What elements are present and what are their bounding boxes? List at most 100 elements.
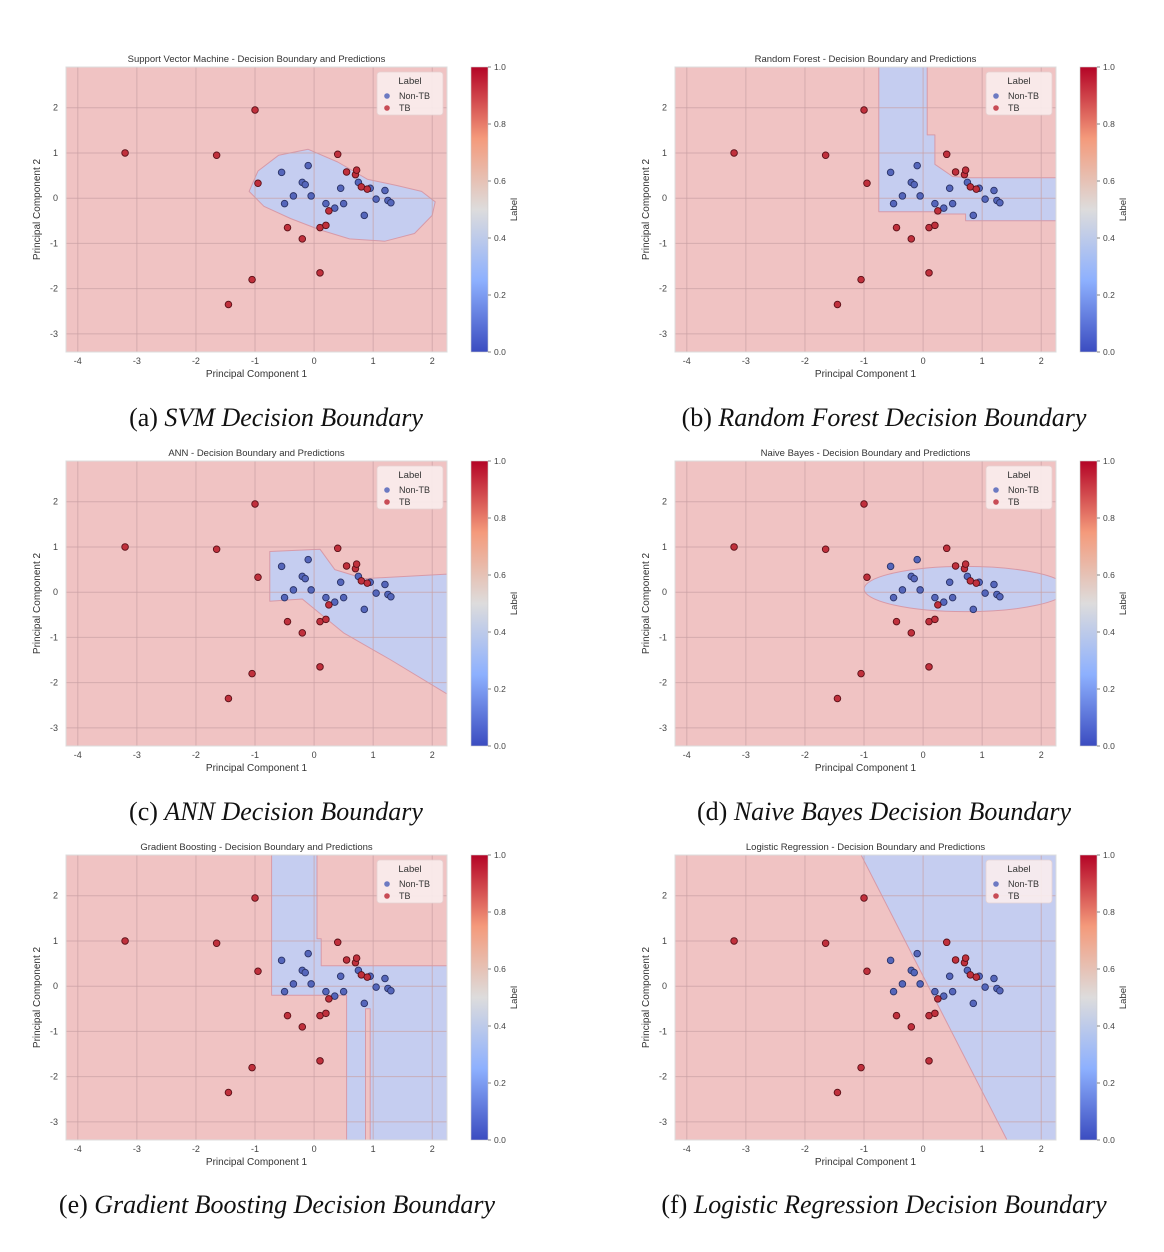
chart-b-xtick-label: 2 — [1039, 356, 1044, 366]
chart-a-point-non-tb — [304, 161, 312, 170]
chart-b-legend-entry-tb: TB — [1008, 103, 1020, 113]
chart-b-ytick-label: 1 — [662, 148, 667, 158]
chart-a-point-non-tb — [387, 198, 395, 207]
chart-b-point-tb — [934, 207, 942, 215]
chart-c-ytick-label: 1 — [53, 542, 58, 552]
chart-f-xtick-label: 2 — [1039, 1144, 1044, 1154]
chart-d-xtick-label: 2 — [1039, 750, 1044, 760]
chart-b-colorbar-tick-label: 0.8 — [1103, 119, 1115, 129]
chart-e-point-tb — [363, 973, 372, 981]
chart-a-ytick-label: 0 — [53, 193, 58, 203]
chart-f-frame — [674, 854, 1057, 1141]
chart-a-point-non-tb — [289, 192, 298, 200]
caption-b: (b) Random Forest Decision Boundary — [604, 403, 1164, 433]
chart-f-point-non-tb — [969, 999, 978, 1008]
chart-f-colorbar-tick-label: 1.0 — [1103, 850, 1115, 860]
chart-d-ytick-label: -1 — [659, 632, 667, 642]
chart-c-colorbar — [470, 460, 489, 747]
chart-d-legend-title: Label — [1007, 470, 1030, 481]
chart-d-colorbar-tick-label: 0.2 — [1103, 684, 1115, 694]
chart-d-point-non-tb — [945, 578, 954, 586]
chart-e-point-tb — [325, 995, 333, 1003]
chart-e-ytick-label: 1 — [53, 936, 58, 946]
caption-a: (a) SVM Decision Boundary — [0, 403, 556, 433]
chart-a-point-non-tb — [280, 199, 289, 208]
chart-d-point-non-tb — [948, 593, 957, 602]
chart-b-point-tb — [863, 179, 871, 188]
chart-d-ytick-label: 0 — [662, 587, 667, 597]
chart-e-point-tb — [342, 956, 351, 964]
chart-e-point-non-tb — [331, 992, 339, 1000]
chart-f-point-tb — [931, 1009, 939, 1018]
chart-d-xtick-label: -1 — [860, 750, 868, 760]
chart-c-ylabel: Principal Component 2 — [32, 552, 43, 654]
chart-d-point-tb — [730, 543, 738, 551]
chart-c-point-tb — [325, 601, 333, 609]
chart-f-point-non-tb — [889, 987, 898, 996]
chart-c-xtick-label: -2 — [192, 750, 200, 760]
chart-d-xtick-label: 0 — [921, 750, 926, 760]
chart-b-legend-title: Label — [1007, 76, 1030, 87]
chart-b-xlabel: Principal Component 1 — [815, 369, 917, 380]
chart-f-point-non-tb — [948, 987, 957, 996]
chart-e-ytick-label: 2 — [53, 891, 58, 901]
chart-f-colorbar-label: Label — [1118, 986, 1129, 1009]
chart-e-point-non-tb — [387, 986, 395, 995]
chart-a-legend-entry-tb: TB — [399, 103, 411, 113]
chart-b-point-non-tb — [916, 192, 924, 200]
chart-a-ytick-label: 1 — [53, 148, 58, 158]
caption-f-title: Logistic Regression Decision Boundary — [693, 1190, 1107, 1219]
chart-a-legend-box — [376, 71, 444, 116]
chart-c-frame — [65, 460, 448, 747]
chart-a-xlabel: Principal Component 1 — [206, 369, 308, 380]
chart-c-legend-entry-non-tb: Non-TB — [399, 485, 430, 495]
chart-c-colorbar-tick-label: 0.6 — [494, 570, 506, 580]
chart-b-point-non-tb — [898, 192, 907, 200]
chart-e-xtick-label: -2 — [192, 1144, 200, 1154]
chart-c-legend-entry-tb: TB — [399, 497, 411, 507]
chart-e-point-tb — [333, 938, 342, 947]
caption-c-label: (c) — [129, 797, 158, 826]
chart-a-point-tb — [316, 269, 324, 277]
chart-d: Naive Bayes - Decision Boundary and Pred… — [641, 448, 1129, 774]
chart-a-point-tb — [283, 223, 292, 232]
chart-e-point-non-tb — [277, 956, 286, 965]
chart-f-xtick-label: -1 — [860, 1144, 868, 1154]
chart-f-legend-marker-tb — [993, 893, 999, 899]
chart-c-legend-title: Label — [398, 470, 421, 481]
chart-b-point-tb — [925, 269, 933, 277]
chart-f-point-tb — [942, 938, 951, 947]
chart-e-xtick-label: -3 — [133, 1144, 141, 1154]
chart-d-title: Naive Bayes - Decision Boundary and Pred… — [761, 448, 971, 459]
caption-d: (d) Naive Bayes Decision Boundary — [604, 797, 1164, 827]
chart-d-legend-entry-non-tb: Non-TB — [1008, 485, 1039, 495]
chart-a-colorbar-tick-label: 1.0 — [494, 62, 506, 72]
chart-c-point-tb — [224, 694, 233, 703]
chart-f-ytick-label: -1 — [659, 1026, 667, 1036]
chart-b-legend-entry-non-tb: Non-TB — [1008, 91, 1039, 101]
chart-d-ytick-label: -3 — [659, 723, 667, 733]
chart-f-point-non-tb — [940, 992, 948, 1000]
chart-b-points — [730, 106, 1004, 309]
chart-d-point-non-tb — [886, 562, 895, 571]
chart-b-point-non-tb — [945, 184, 954, 192]
chart-f-xtick-label: 1 — [980, 1144, 985, 1154]
chart-a-point-tb — [352, 166, 361, 174]
chart-b-point-tb — [942, 150, 951, 159]
chart-c-ytick-label: 0 — [53, 587, 58, 597]
chart-e-point-tb — [248, 1063, 256, 1072]
chart-d-point-tb — [821, 545, 830, 553]
chart-e-legend-marker-non-tb — [384, 881, 390, 887]
chart-a-ytick-label: 2 — [53, 103, 58, 113]
chart-b-point-tb — [892, 223, 901, 232]
chart-a-point-tb — [212, 151, 221, 159]
chart-e-colorbar-tick-label: 0.6 — [494, 964, 506, 974]
chart-f-point-non-tb — [886, 956, 895, 965]
chart-e-xlabel: Principal Component 1 — [206, 1157, 308, 1168]
chart-a-point-tb — [322, 221, 330, 230]
chart-e-point-tb — [322, 1009, 330, 1018]
chart-b-point-tb — [860, 106, 868, 114]
chart-c-xtick-label: -1 — [251, 750, 259, 760]
chart-d-point-tb — [863, 573, 871, 582]
chart-d-point-non-tb — [996, 592, 1004, 601]
